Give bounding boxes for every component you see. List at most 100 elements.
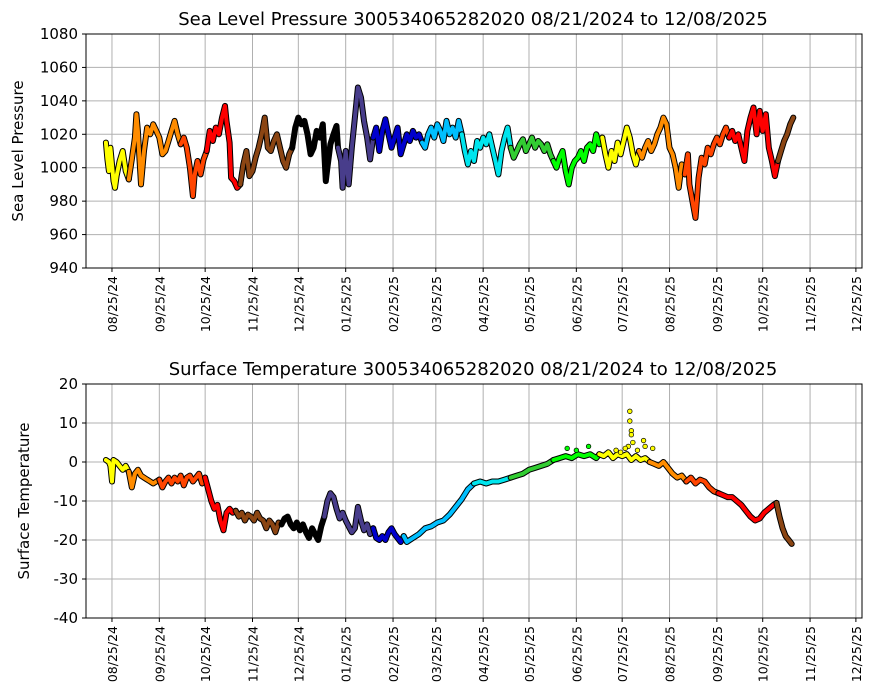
series-line <box>420 118 464 150</box>
x-tick-label: 11/25/24 <box>246 276 261 332</box>
x-tick-label: 08/25/25 <box>663 626 678 682</box>
plot-frame <box>85 383 863 619</box>
y-tick-label: -30 <box>54 570 79 588</box>
x-tick-label: 02/25/25 <box>386 626 401 682</box>
x-tick-label: 11/25/24 <box>246 626 261 682</box>
series-line <box>371 526 406 544</box>
x-tick-label: 09/25/25 <box>710 276 725 332</box>
x-tick-label: 04/25/25 <box>476 276 491 332</box>
x-tick-label: 10/25/25 <box>756 626 771 682</box>
series-line <box>727 105 780 179</box>
x-tick-label: 01/25/25 <box>339 276 354 332</box>
x-tick-label: 07/25/25 <box>615 626 630 682</box>
data-point <box>622 445 628 452</box>
series-line <box>126 112 183 187</box>
grid <box>86 383 862 619</box>
surface-temperature-panel: Surface Temperature 300534065282020 08/2… <box>15 359 864 682</box>
x-tick-label: 11/25/25 <box>803 276 818 332</box>
y-tick-label: 1020 <box>40 125 78 143</box>
x-tick-label: 03/25/25 <box>429 276 444 332</box>
series-line <box>103 140 131 190</box>
series-line <box>233 508 284 535</box>
chart-title: Surface Temperature 300534065282020 08/2… <box>169 359 778 380</box>
x-tick-label: 06/25/25 <box>569 626 584 682</box>
series-line <box>459 125 513 177</box>
x-tick-label: 02/25/25 <box>386 276 401 332</box>
series-line <box>322 491 376 537</box>
series-line <box>290 115 340 184</box>
x-tick-label: 10/25/24 <box>198 626 213 682</box>
series-line-outline <box>400 480 477 545</box>
x-tick-label: 09/25/25 <box>710 626 725 682</box>
data-point <box>628 432 634 438</box>
series-line <box>684 475 721 496</box>
x-tick-label: 10/25/24 <box>198 276 213 332</box>
sea-level-pressure-panel: Sea Level Pressure 300534065282020 08/21… <box>9 9 864 332</box>
series-line <box>472 475 513 486</box>
x-tick-label: 10/25/25 <box>756 276 771 332</box>
x-tick-label: 05/25/25 <box>522 276 537 332</box>
x-tick-label: 12/25/24 <box>291 626 306 682</box>
x-tick-label: 03/25/25 <box>429 626 444 682</box>
series-line <box>401 481 476 544</box>
series-line <box>551 452 602 462</box>
data-point <box>634 447 641 453</box>
data-point <box>650 445 656 452</box>
x-tick-label: 11/25/25 <box>803 626 818 682</box>
y-tick-label: 960 <box>49 226 78 244</box>
series-line <box>203 475 238 533</box>
x-tick-label: 12/25/25 <box>849 626 864 682</box>
data-point <box>613 447 619 453</box>
x-tick-label: 01/25/25 <box>339 626 354 682</box>
series-line <box>178 135 209 199</box>
series-line <box>776 115 796 163</box>
y-tick-label: 1000 <box>40 159 78 177</box>
series-line <box>716 491 779 523</box>
data-point <box>564 445 570 452</box>
y-tick-label: -10 <box>54 492 79 510</box>
y-tick-label: 0 <box>68 453 78 471</box>
x-tick-label: 08/25/24 <box>105 276 120 332</box>
y-tick-label: 1060 <box>40 58 78 76</box>
y-tick-label: -40 <box>54 609 79 627</box>
series-line <box>600 125 641 170</box>
data-point <box>627 418 633 424</box>
series-line <box>551 132 605 187</box>
data-point <box>617 449 624 455</box>
series-line <box>336 85 376 190</box>
y-tick-label: 1080 <box>40 25 78 43</box>
x-tick-label: 09/25/24 <box>152 276 167 332</box>
y-tick-label: 10 <box>59 414 78 432</box>
series-line <box>774 500 794 546</box>
chart-title: Sea Level Pressure 300534065282020 08/21… <box>178 9 768 30</box>
series-line <box>238 115 295 187</box>
x-tick-label: 04/25/25 <box>476 626 491 682</box>
plot-frame <box>85 33 863 269</box>
series-line <box>682 125 732 220</box>
data-point <box>642 443 648 450</box>
data-point <box>630 439 636 446</box>
x-tick-label: 07/25/25 <box>615 276 630 332</box>
y-tick-label: 20 <box>59 375 78 393</box>
x-tick-label: 09/25/24 <box>152 626 167 682</box>
x-tick-label: 12/25/25 <box>849 276 864 332</box>
y-axis-label: Sea Level Pressure <box>9 80 27 221</box>
series-line <box>157 471 208 490</box>
x-tick-label: 05/25/25 <box>522 626 537 682</box>
series-line <box>508 458 556 480</box>
x-tick-label: 08/25/24 <box>105 626 120 682</box>
series-line <box>508 135 556 163</box>
y-tick-label: 1040 <box>40 92 78 110</box>
data-point <box>640 437 647 444</box>
series-line <box>126 467 162 490</box>
x-tick-label: 08/25/25 <box>663 276 678 332</box>
series-line <box>597 450 652 464</box>
series-line <box>371 117 425 157</box>
data-point <box>627 408 633 414</box>
data-point <box>573 447 579 453</box>
y-tick-label: 980 <box>49 192 78 210</box>
series-line <box>204 103 243 190</box>
y-tick-label: 940 <box>49 259 78 277</box>
y-tick-label: -20 <box>54 531 79 549</box>
x-tick-label: 06/25/25 <box>569 276 584 332</box>
